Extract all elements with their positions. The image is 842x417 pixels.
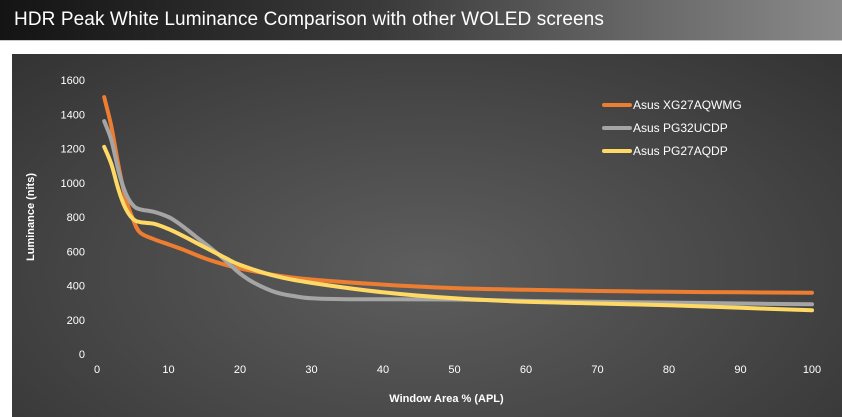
x-tick-label: 20 (234, 364, 246, 376)
legend-label: Asus PG32UCDP (633, 121, 728, 135)
series-line-2 (102, 144, 814, 313)
y-tick-label: 1200 (61, 144, 85, 156)
y-tick-label: 600 (67, 246, 85, 258)
x-tick-label: 30 (305, 364, 317, 376)
x-axis-title: Window Area % (APL) (389, 393, 504, 405)
x-tick-label: 80 (663, 364, 675, 376)
x-tick-label: 40 (377, 364, 389, 376)
x-tick-label: 100 (803, 364, 821, 376)
line-chart: 0 200 400 600 800 1000 1200 1400 1600 0 10 20 30 40 5… (25, 75, 821, 405)
x-tick-label: 60 (520, 364, 532, 376)
x-tick-label: 0 (94, 364, 100, 376)
x-axis: 0 10 20 30 40 50 60 70 80 90 100 (94, 364, 821, 376)
x-tick-label: 90 (734, 364, 746, 376)
y-axis: 0 200 400 600 800 1000 1200 1400 1600 (61, 75, 85, 361)
y-tick-label: 1400 (61, 109, 85, 121)
y-tick-label: 200 (67, 315, 85, 327)
legend-label: Asus XG27AQWMG (633, 98, 742, 112)
chart-area: 0 200 400 600 800 1000 1200 1400 1600 0 10 20 30 40 5… (12, 54, 842, 417)
y-tick-label: 0 (79, 349, 85, 361)
series-lines (102, 95, 814, 313)
legend-label: Asus PG27AQDP (633, 144, 728, 158)
y-tick-label: 1600 (61, 75, 85, 87)
x-tick-label: 10 (162, 364, 174, 376)
x-tick-label: 70 (591, 364, 603, 376)
legend: Asus XG27AQWMG Asus PG32UCDP Asus PG27AQDP (602, 98, 742, 158)
y-tick-label: 400 (67, 281, 85, 293)
y-tick-label: 800 (67, 212, 85, 224)
x-tick-label: 50 (448, 364, 460, 376)
page-title: HDR Peak White Luminance Comparison with… (14, 9, 604, 30)
y-tick-label: 1000 (61, 178, 85, 190)
y-axis-title: Luminance (nits) (25, 173, 37, 261)
title-bar: HDR Peak White Luminance Comparison with… (0, 0, 842, 41)
